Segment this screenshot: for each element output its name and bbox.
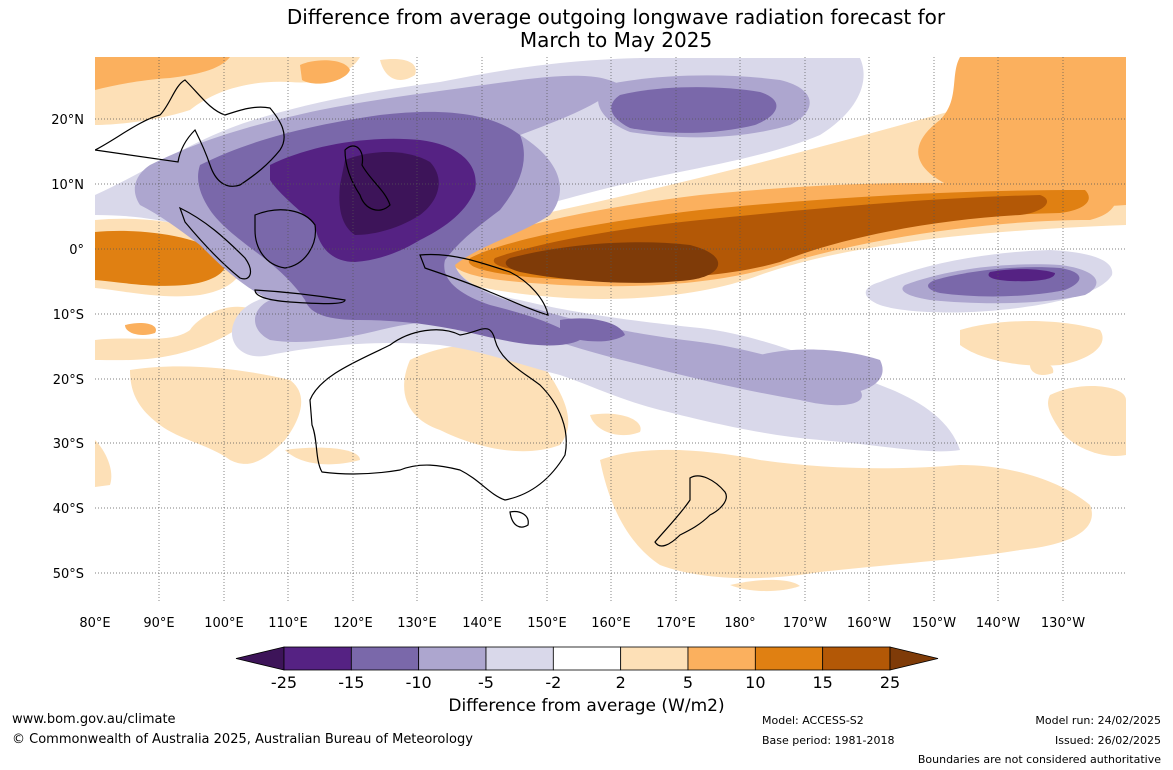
new-zealand-coastline: [654, 475, 727, 547]
lon-label: 110°E: [268, 616, 308, 631]
lat-label: 20°S: [53, 373, 84, 388]
model-name: Model: ACCESS-S2: [762, 714, 864, 727]
lon-label: 120°E: [333, 616, 373, 631]
colorbar-swatch: [418, 646, 487, 671]
colorbar-tick-label: 2: [616, 673, 626, 692]
coastlines: [95, 79, 727, 547]
colorbar-swatch: [552, 646, 622, 671]
anomaly-region-positive-australia: [404, 345, 569, 452]
colorbar-swatch: [350, 646, 420, 671]
lon-label: 170°E: [656, 616, 696, 631]
asia-coastline: [95, 79, 285, 187]
colorbar-tick-label: -15: [338, 673, 364, 692]
anomaly-shading: [95, 57, 1126, 603]
gridlines: [95, 57, 1126, 603]
lat-label: 50°S: [53, 567, 84, 582]
colorbar-tick-label: 15: [812, 673, 832, 692]
colorbar-tick-label: -10: [406, 673, 432, 692]
lon-label: 90°E: [143, 616, 174, 631]
colorbar-extend-high: [889, 646, 939, 671]
website-link[interactable]: www.bom.gov.au/climate: [12, 712, 176, 727]
colorbar-swatch: [620, 646, 689, 671]
lon-label: 80°E: [79, 616, 110, 631]
lon-label: 150°E: [527, 616, 567, 631]
lon-label: 140°E: [462, 616, 502, 631]
philippines-coastline: [344, 145, 391, 211]
australia-coastline: [309, 328, 567, 501]
lat-label: 0°: [69, 243, 84, 258]
colorbar-swatch: [283, 646, 352, 671]
lon-label: 130°W: [1041, 616, 1085, 631]
colorbar-swatch: [754, 646, 824, 671]
colorbar-tick-label: 10: [745, 673, 765, 692]
colorbar-tick-label: 25: [880, 673, 900, 692]
colorbar-swatch: [485, 646, 554, 671]
colorbar-tick-label: -2: [545, 673, 561, 692]
lon-label: 150°W: [912, 616, 956, 631]
lat-label: 40°S: [53, 502, 84, 517]
sumatra-coastline: [178, 206, 252, 280]
new-guinea-coastline: [419, 253, 549, 316]
lon-label: 160°E: [591, 616, 631, 631]
longitude-labels: 80°E 90°E 100°E 110°E 120°E 130°E 140°E …: [79, 616, 1085, 631]
lon-label: 170°W: [783, 616, 827, 631]
colorbar-title: Difference from average (W/m2): [448, 696, 725, 716]
lon-label: 180°: [724, 616, 755, 631]
latitude-labels: 20°N 10°N 0° 10°S 20°S 30°S 40°S 50°S: [51, 113, 84, 582]
lon-label: 140°W: [976, 616, 1020, 631]
colorbar-tick-label: 5: [683, 673, 693, 692]
lon-label: 160°W: [847, 616, 891, 631]
lat-label: 10°N: [51, 178, 84, 193]
tasmania-coastline: [509, 510, 529, 528]
map-title-line1: Difference from average outgoing longwav…: [286, 5, 946, 29]
lon-label: 130°E: [397, 616, 437, 631]
model-run-date: Model run: 24/02/2025: [1035, 714, 1161, 727]
map-title-line2: March to May 2025: [519, 28, 713, 52]
lat-label: 20°N: [51, 113, 84, 128]
lon-label: 100°E: [204, 616, 244, 631]
issued-date: Issued: 26/02/2025: [1054, 734, 1161, 747]
anomaly-region-positive-tasman: [600, 449, 1092, 579]
java-coastline: [254, 289, 346, 305]
borneo-coastline: [254, 209, 317, 269]
colorbar-swatch: [687, 646, 756, 671]
colorbar-tick-label: -5: [478, 673, 494, 692]
lat-label: 10°S: [53, 308, 84, 323]
lat-label: 30°S: [53, 437, 84, 452]
copyright-text: © Commonwealth of Australia 2025, Austra…: [12, 732, 473, 747]
boundary-disclaimer: Boundaries are not considered authoritat…: [917, 753, 1161, 766]
anomaly-region-positive-south-indian: [95, 306, 255, 361]
colorbar-tick-label: -25: [271, 673, 297, 692]
colorbar-extend-low: [235, 646, 285, 671]
base-period: Base period: 1981-2018: [762, 734, 895, 747]
colorbar: -25 -15 -10 -5 -2 2 5 10 15 25: [235, 646, 939, 692]
colorbar-swatch: [822, 646, 891, 671]
